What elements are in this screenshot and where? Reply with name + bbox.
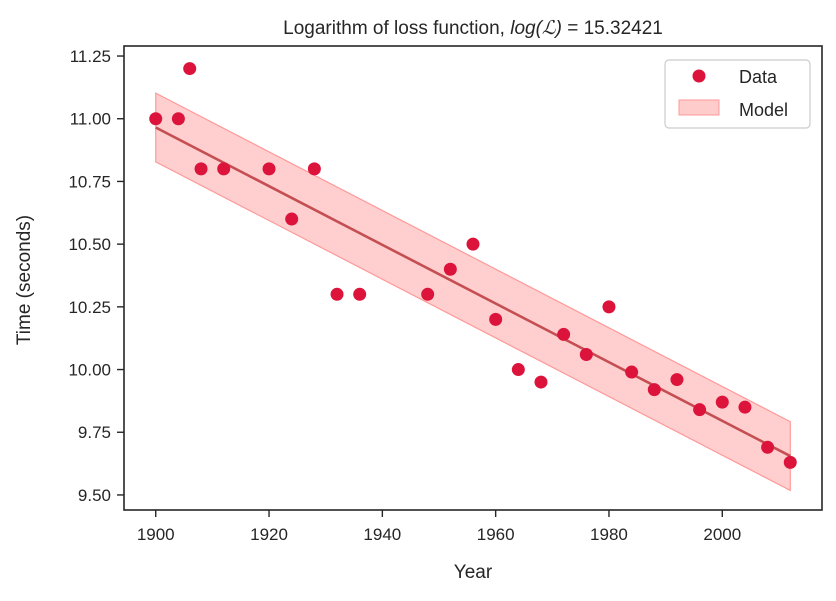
y-axis-label: Time (seconds) [14, 215, 35, 345]
x-tick-label: 1920 [250, 525, 288, 544]
chart-title: Logarithm of loss function, log(ℒ) = 15.… [283, 18, 663, 39]
data-point [579, 347, 593, 361]
y-tick-label: 11.00 [70, 110, 111, 129]
x-tick-label: 1900 [137, 525, 175, 544]
data-point [285, 212, 299, 226]
data-point [557, 327, 571, 341]
data-point [761, 440, 775, 454]
legend-model-label: Model [739, 100, 788, 120]
data-point [670, 373, 684, 387]
data-point [489, 312, 503, 326]
data-point [307, 162, 321, 176]
y-tick-label: 10.00 [68, 361, 111, 380]
model-line [155, 126, 791, 458]
data-point [194, 162, 208, 176]
data-point [625, 365, 639, 379]
x-tick-label: 2000 [703, 525, 741, 544]
y-tick-label: 10.50 [68, 235, 111, 254]
data-point [183, 62, 197, 76]
legend: Data Model [664, 59, 811, 129]
x-axis-label: Year [454, 562, 493, 583]
data-point [217, 162, 231, 176]
data-point [715, 395, 729, 409]
legend-data-label: Data [739, 67, 778, 87]
data-point [534, 375, 548, 389]
data-point [738, 400, 752, 414]
data-point [171, 112, 185, 126]
data-point [421, 287, 435, 301]
x-tick-label: 1940 [363, 525, 401, 544]
y-tick-label: 9.50 [78, 486, 111, 505]
x-tick-label: 1980 [590, 525, 628, 544]
data-point [511, 363, 525, 377]
data-point [149, 112, 163, 126]
x-tick-label: 1960 [477, 525, 515, 544]
data-point [693, 403, 707, 417]
data-point [262, 162, 276, 176]
y-tick-label: 10.25 [68, 298, 111, 317]
data-point [443, 262, 457, 276]
data-point [330, 287, 344, 301]
axes-frame [123, 45, 823, 511]
legend-frame [664, 59, 811, 129]
y-tick-label: 9.75 [78, 423, 111, 442]
data-point [602, 300, 616, 314]
y-tick-label: 10.75 [68, 172, 111, 191]
data-point [647, 383, 661, 397]
legend-model-swatch [678, 99, 720, 116]
data-point [353, 287, 367, 301]
legend-data-marker [692, 69, 706, 83]
data-point [466, 237, 480, 251]
data-point [783, 455, 797, 469]
y-tick-label: 11.25 [70, 47, 111, 66]
